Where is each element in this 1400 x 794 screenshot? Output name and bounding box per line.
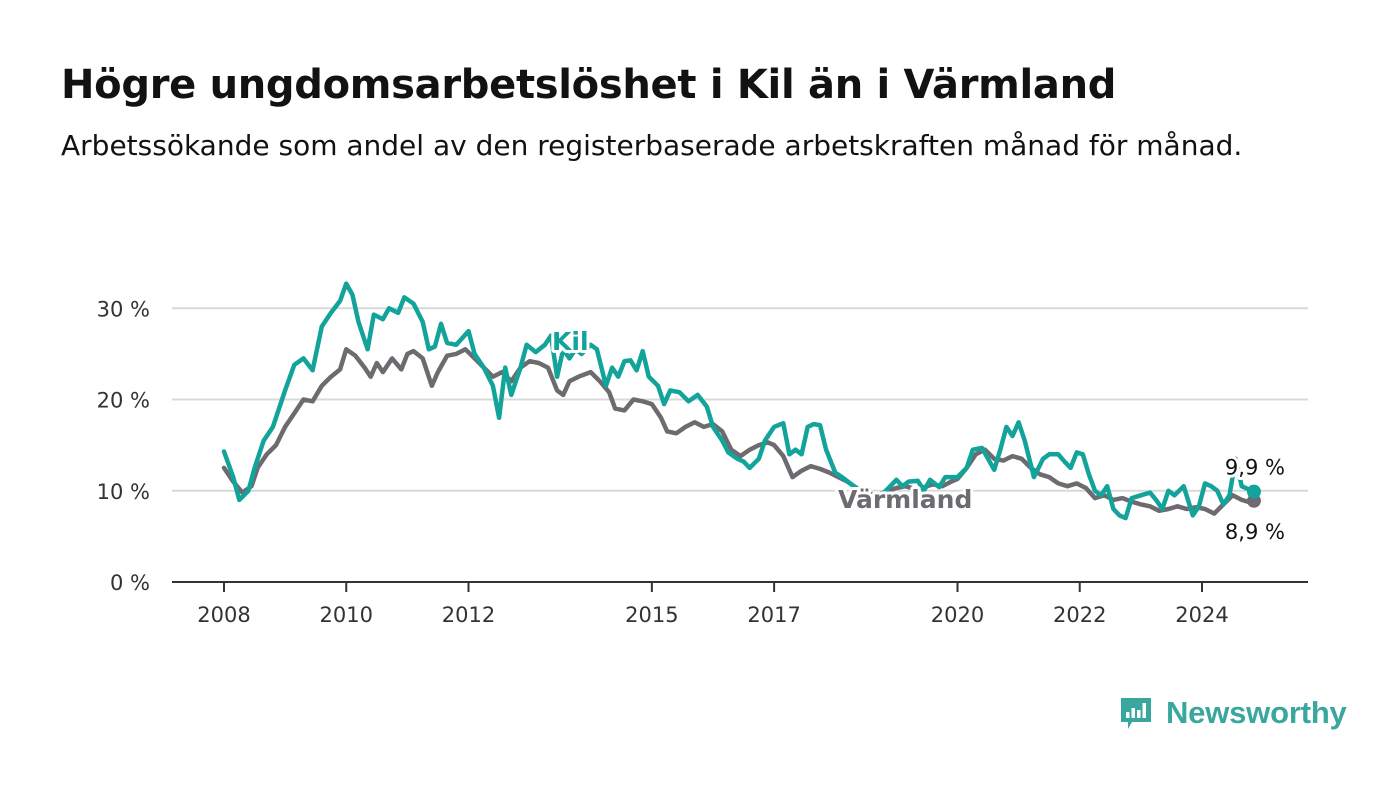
x-tick-label: 2020 xyxy=(931,603,984,627)
series-line-varmland xyxy=(221,347,1257,516)
y-tick-label: 30 % xyxy=(97,297,150,321)
chart-subtitle: Arbetssökande som andel av den registerb… xyxy=(61,129,1243,162)
series-label-varmland: Värmland xyxy=(838,485,972,514)
bar-chart-speech-bubble-icon xyxy=(1121,698,1151,729)
chart-title: Högre ungdomsarbetslöshet i Kil än i Vär… xyxy=(61,62,1117,108)
series-label-kil: Kil xyxy=(552,327,589,356)
end-label-kil: 9,9 % xyxy=(1225,456,1285,480)
x-tick-label: 2008 xyxy=(197,603,250,627)
series-line-kil xyxy=(221,281,1257,521)
y-tick-label: 20 % xyxy=(97,389,150,413)
brand-name: Newsworthy xyxy=(1166,695,1347,730)
series-lines xyxy=(221,281,1261,521)
end-label-varmland: 8,9 % xyxy=(1225,520,1285,544)
x-tick-label: 2012 xyxy=(442,603,495,627)
x-tick-label: 2022 xyxy=(1053,603,1106,627)
x-tick-label: 2024 xyxy=(1175,603,1228,627)
series-labels: Kil Värmland 9,9 % 8,9 % xyxy=(549,324,1288,547)
x-tick-label: 2017 xyxy=(747,603,800,627)
x-tick-label: 2010 xyxy=(320,603,373,627)
brand-logo-lockup: Newsworthy xyxy=(1118,690,1347,736)
axes: 0 % 10 % 20 % 30 % 2008 2010 2012 2015 2017 2020 2… xyxy=(97,297,1308,627)
grid-lines xyxy=(172,307,1308,492)
x-tick-label: 2015 xyxy=(625,603,678,627)
y-tick-label: 0 % xyxy=(110,571,150,595)
y-tick-label: 10 % xyxy=(97,480,150,504)
series-end-point xyxy=(1246,484,1261,499)
